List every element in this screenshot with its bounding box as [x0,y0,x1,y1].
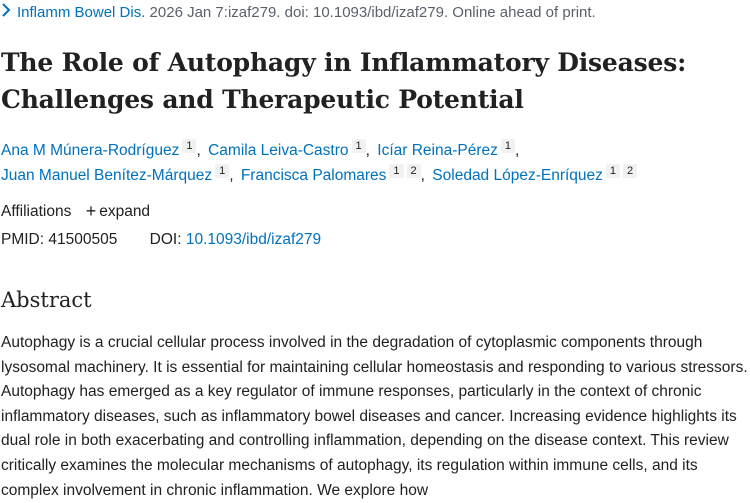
affiliation-ref[interactable]: 2 [623,164,638,178]
article-title: The Role of Autophagy in Inflammatory Di… [1,48,687,114]
author-link[interactable]: Ana M Múnera-Rodríguez [1,142,180,159]
author-list: Ana M Múnera-Rodríguez 1, Camila Leiva-Ca… [1,138,746,188]
affiliation-ref[interactable]: 1 [500,139,515,153]
identifiers-row: PMID: 41500505 DOI: 10.1093/ibd/izaf279 [1,231,321,249]
affiliation-ref[interactable]: 2 [406,164,421,178]
expand-label: expand [99,203,151,220]
journal-link[interactable]: Inflamm Bowel Dis. [17,4,146,21]
author-line-2: Juan Manuel Benítez-Márquez 1, Francisca … [1,163,746,188]
abstract-text: Autophagy is a crucial cellular process … [1,334,748,499]
affiliation-ref[interactable]: 1 [182,139,197,153]
affiliation-ref[interactable]: 1 [605,164,621,178]
affiliation-ref[interactable]: 1 [215,164,230,178]
citation-details: 2026 Jan 7:izaf279. doi: 10.1093/ibd/iza… [145,4,596,21]
abstract-heading: Abstract [1,288,92,312]
author-link[interactable]: Francisca Palomares [240,167,387,184]
author-line-1: Ana M Múnera-Rodríguez 1, Camila Leiva-Ca… [1,139,520,159]
doi-link[interactable]: 10.1093/ibd/izaf279 [185,231,322,248]
expand-affiliations-button[interactable]: + expand [85,201,151,221]
affiliation-ref[interactable]: 1 [351,139,366,153]
author-link[interactable]: Juan Manuel Benítez-Márquez [1,167,213,184]
chevron-right-icon[interactable] [1,3,13,17]
affiliations-label: Affiliations [1,203,72,220]
doi-label: DOI: [149,231,182,248]
plus-icon: + [85,201,97,221]
author-link[interactable]: Soledad López-Enríquez [432,167,603,184]
author-link[interactable]: Icíar Reina-Pérez [377,142,498,159]
pmid: PMID: 41500505 [1,231,118,248]
affiliation-ref[interactable]: 1 [389,164,404,178]
author-link[interactable]: Camila Leiva-Castro [208,142,349,159]
affiliations-row: Affiliations + expand [1,201,151,221]
citation-line: Inflamm Bowel Dis. 2026 Jan 7:izaf279. d… [1,3,596,21]
